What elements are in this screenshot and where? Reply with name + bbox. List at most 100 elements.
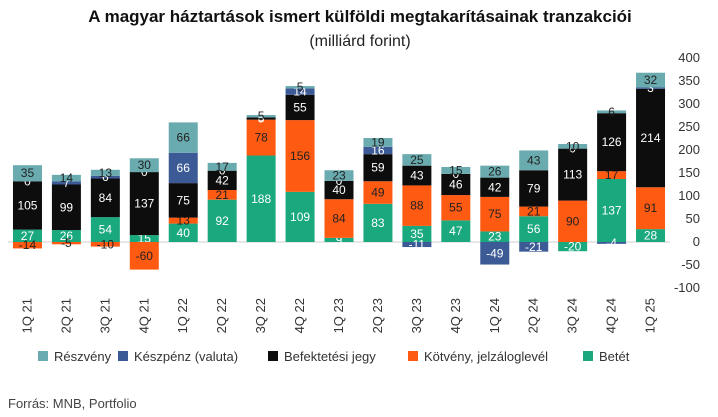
bar-segment	[363, 181, 393, 204]
bar-segment	[597, 110, 627, 114]
bar-segment	[168, 217, 198, 224]
bar-segment	[558, 200, 588, 242]
y-tick-label: -100	[674, 280, 700, 295]
bar-segment	[246, 117, 276, 120]
data-label: -49	[486, 246, 504, 260]
data-label: 99	[60, 200, 74, 214]
data-label: 88	[410, 199, 424, 213]
bar-segment	[363, 146, 393, 155]
x-tick-label: 2Q 24	[526, 298, 541, 333]
bar-segment	[558, 148, 588, 201]
bar-segment	[51, 174, 81, 182]
data-label: 28	[644, 229, 658, 243]
bar-segment	[51, 181, 81, 185]
bar-segment	[324, 199, 354, 238]
y-axis: -100 -50 0 50 100 150 200 250 300 350 400	[674, 50, 700, 295]
bar-segment	[441, 220, 471, 242]
data-label: 66	[177, 131, 191, 145]
bar-segment	[597, 242, 627, 244]
data-label: 84	[99, 191, 113, 205]
data-label: 113	[563, 168, 582, 182]
data-label: 59	[371, 161, 385, 175]
bar-segment	[480, 196, 510, 232]
data-label: -10	[97, 237, 115, 251]
chart-title: A magyar háztartások ismert külföldi meg…	[88, 7, 632, 26]
bar-segment	[480, 177, 510, 197]
data-label: 137	[602, 203, 622, 217]
legend-swatch	[268, 351, 278, 361]
x-tick-label: 1Q 25	[643, 298, 658, 333]
legend-label: Részvény	[54, 349, 112, 364]
bar-segment	[558, 242, 588, 252]
data-label: 43	[410, 169, 424, 183]
y-tick-label: 400	[678, 50, 700, 65]
bar-segment	[402, 165, 432, 186]
data-label: 90	[566, 214, 580, 228]
bar-segment	[402, 225, 432, 242]
x-tick-label: 2Q 23	[370, 298, 385, 333]
bar-segment	[519, 150, 549, 171]
bar-segment	[207, 170, 237, 191]
legend-swatch	[583, 351, 593, 361]
x-tick-label: 1Q 21	[19, 298, 34, 333]
bar-segment	[597, 113, 627, 172]
data-label: 19	[371, 135, 385, 149]
data-label: 79	[527, 181, 541, 195]
bar-segment	[51, 242, 81, 245]
bar-segment	[519, 216, 549, 242]
data-label: 26	[60, 229, 74, 243]
bar-segment	[402, 242, 432, 248]
data-label: 6	[608, 105, 615, 119]
bar-segment	[636, 72, 666, 88]
bar-segment	[90, 169, 120, 176]
bar-segment	[285, 191, 315, 242]
bar-segment	[558, 144, 588, 149]
data-label: 6	[102, 170, 109, 184]
data-label: 27	[21, 229, 35, 243]
legend-label: Befektetési jegy	[284, 349, 376, 364]
data-label: 156	[290, 149, 310, 163]
data-label: 17	[605, 168, 619, 182]
data-label: 32	[644, 73, 658, 87]
bar-segment	[90, 175, 120, 179]
data-label: 26	[488, 165, 502, 179]
bar-segment	[363, 154, 393, 182]
data-label: 21	[215, 188, 229, 202]
bar-segment	[168, 122, 198, 153]
y-tick-label: 250	[678, 119, 700, 134]
x-tick-label: 1Q 23	[331, 298, 346, 333]
bar-segment	[597, 178, 627, 242]
data-label: 84	[332, 212, 346, 226]
data-label: 91	[644, 201, 658, 215]
x-tick-label: 4Q 24	[604, 298, 619, 333]
data-label: 17	[215, 160, 229, 174]
bar-segment	[207, 162, 237, 171]
bar-segment	[129, 242, 159, 270]
x-tick-label: 2Q 21	[58, 298, 73, 333]
y-tick-label: 150	[678, 165, 700, 180]
bar-segment	[363, 203, 393, 242]
bar-segment	[12, 181, 42, 230]
data-label: 42	[488, 180, 502, 194]
bar-segment	[51, 230, 81, 242]
data-label: 55	[449, 201, 463, 215]
data-label: 66	[177, 161, 191, 175]
legend-item: Befektetési jegy	[268, 349, 376, 364]
data-label: 42	[215, 173, 229, 187]
bar-segment	[519, 206, 549, 217]
data-label: 35	[410, 227, 424, 241]
y-tick-label: 100	[678, 188, 700, 203]
bar-segment	[90, 178, 120, 218]
data-label: 23	[332, 169, 346, 183]
bar-segment	[90, 217, 120, 242]
x-tick-label: 4Q 21	[136, 298, 151, 333]
bar-segment	[324, 180, 354, 200]
data-label: 109	[290, 210, 310, 224]
data-label: 25	[410, 153, 424, 167]
data-label: 40	[177, 226, 191, 240]
bar-segment	[519, 242, 549, 252]
bar-segment	[285, 86, 315, 89]
bar-segment	[441, 195, 471, 221]
bar-segment	[480, 231, 510, 242]
data-label: 214	[641, 131, 661, 145]
